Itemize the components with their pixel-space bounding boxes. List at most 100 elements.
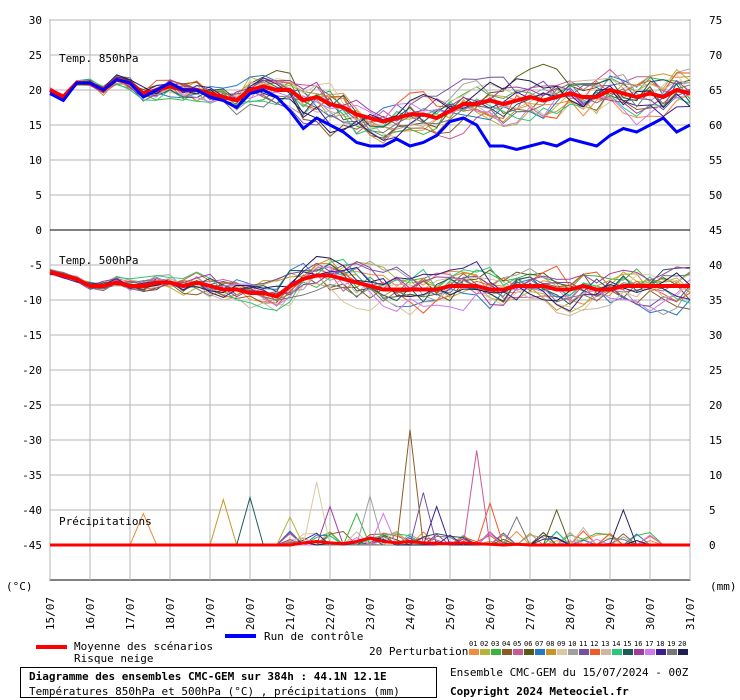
left-tick-label: -10	[22, 294, 42, 307]
member-color-swatch	[601, 649, 611, 655]
member-line-850	[49, 74, 691, 128]
member-color-swatch	[513, 649, 523, 655]
member-legend: 01 02 03 04 05 06 07 08 09 10 11 12 13 14 15 16 17 18 19 20	[469, 640, 688, 655]
right-tick-label: 40	[709, 259, 722, 272]
member-color-swatch	[678, 649, 688, 655]
right-tick-label: 15	[709, 434, 722, 447]
legend-perturbations-label: 20 Perturbations	[369, 645, 475, 658]
x-tick-label: 31/07	[684, 597, 697, 630]
member-color-swatch	[480, 649, 490, 655]
precip-peak	[422, 504, 451, 546]
member-color-swatch	[590, 649, 600, 655]
member-id-label: 18	[656, 640, 664, 648]
precip-peak	[569, 526, 598, 546]
precip-peak	[369, 512, 398, 546]
member-id-label: 02	[480, 640, 488, 648]
precip-peak	[129, 512, 158, 546]
right-tick-label: 35	[709, 294, 722, 307]
right-unit: (mm)	[710, 580, 737, 593]
member-color-swatch	[645, 649, 655, 655]
precip-peak	[462, 450, 491, 546]
left-tick-label: 0	[35, 224, 42, 237]
left-tick-label: -15	[22, 329, 42, 342]
panel-label-t850: Temp. 850hPa	[59, 52, 138, 65]
right-tick-label: 55	[709, 154, 722, 167]
right-tick-label: 75	[709, 14, 722, 27]
member-color-swatch	[546, 649, 556, 655]
member-line-500	[49, 261, 691, 306]
precip-peak	[356, 494, 384, 546]
member-color-swatch	[502, 649, 512, 655]
x-tick-label: 18/07	[164, 597, 177, 630]
precip-peak	[236, 495, 264, 546]
x-tick-label: 17/07	[124, 597, 137, 630]
x-tick-label: 21/07	[284, 597, 297, 630]
control-lines	[49, 77, 691, 152]
left-tick-label: -25	[22, 399, 42, 412]
right-tick-label: 65	[709, 84, 722, 97]
member-id-label: 04	[502, 640, 510, 648]
left-tick-label: 25	[29, 49, 42, 62]
member-line-500	[49, 258, 691, 311]
right-tick-label: 10	[709, 469, 722, 482]
precip-peak	[476, 501, 504, 546]
member-color-swatch	[469, 649, 479, 655]
precip-peak	[316, 504, 344, 546]
chart-grid	[49, 19, 691, 581]
x-axis-ticks: 15/07 16/07 17/07 18/07 19/07 20/07 21/07 22/07…	[44, 597, 697, 630]
precip-peak	[342, 512, 371, 546]
member-color-swatch	[524, 649, 534, 655]
legend-control-label: Run de contrôle	[264, 630, 363, 643]
precip-peak	[502, 515, 531, 546]
left-unit: (°C)	[6, 580, 33, 593]
right-tick-label: 70	[709, 49, 722, 62]
control-line-850	[49, 77, 691, 152]
precip-peak	[276, 515, 304, 546]
x-tick-label: 24/07	[404, 597, 417, 630]
right-tick-label: 30	[709, 329, 722, 342]
member-id-label: 16	[634, 640, 642, 648]
right-tick-label: 25	[709, 364, 722, 377]
x-tick-label: 19/07	[204, 597, 217, 630]
member-id-label: 14	[612, 640, 620, 648]
x-tick-label: 30/07	[644, 597, 657, 630]
footer-subtitle: Températures 850hPa et 500hPa (°C) , pré…	[29, 685, 400, 698]
x-tick-label: 23/07	[364, 597, 377, 630]
member-color-swatch	[535, 649, 545, 655]
member-id-label: 07	[535, 640, 543, 648]
right-tick-label: 0	[709, 539, 716, 552]
precip-peak	[396, 429, 424, 546]
x-tick-label: 20/07	[244, 597, 257, 630]
member-id-label: 11	[579, 640, 587, 648]
legend-snow-label: Risque neige	[74, 652, 153, 665]
member-color-swatch	[568, 649, 578, 655]
x-tick-label: 28/07	[564, 597, 577, 630]
member-id-label: 13	[601, 640, 609, 648]
member-id-label: 12	[590, 640, 598, 648]
member-id-label: 09	[557, 640, 565, 648]
member-line-850	[49, 74, 691, 134]
right-tick-label: 5	[709, 504, 716, 517]
left-tick-label: 30	[29, 14, 42, 27]
member-color-swatch	[623, 649, 633, 655]
member-line-850	[49, 76, 691, 122]
member-color-swatch	[579, 649, 589, 655]
left-tick-label: 5	[35, 189, 42, 202]
footer-box: Diagramme des ensembles CMC-GEM sur 384h…	[20, 667, 437, 698]
x-tick-label: 15/07	[44, 597, 57, 630]
member-id-label: 20	[678, 640, 686, 648]
x-tick-label: 27/07	[524, 597, 537, 630]
member-id-label: 15	[623, 640, 631, 648]
left-tick-label: 20	[29, 84, 42, 97]
precip-peak	[542, 508, 571, 546]
right-tick-label: 60	[709, 119, 722, 132]
member-line-500	[49, 272, 691, 316]
right-tick-label: 20	[709, 399, 722, 412]
mean-line-precip	[50, 536, 690, 547]
right-tick-label: 45	[709, 224, 722, 237]
member-id-label: 08	[546, 640, 554, 648]
precip-peak	[209, 497, 238, 546]
left-tick-label: -30	[22, 434, 42, 447]
member-line-500	[49, 266, 691, 313]
left-tick-label: -20	[22, 364, 42, 377]
